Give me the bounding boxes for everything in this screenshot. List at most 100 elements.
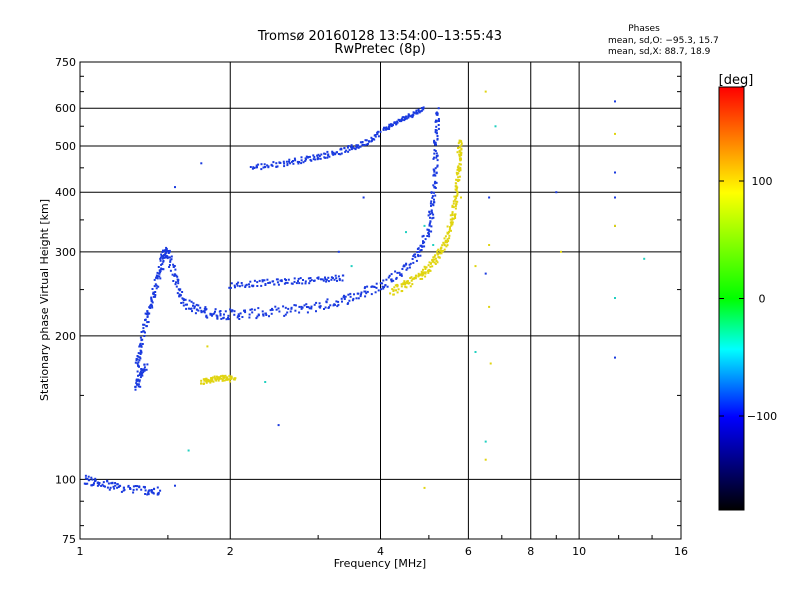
data-point [448,234,451,237]
data-point [257,307,260,310]
data-point [353,147,356,150]
data-point [450,224,453,227]
data-point [313,279,316,282]
data-point [102,485,105,488]
data-point [296,160,299,163]
data-point [406,282,409,284]
data-point [423,265,426,268]
data-point [179,294,182,297]
data-point [152,291,155,294]
data-point [474,351,477,353]
data-point [455,182,458,185]
data-point [200,311,203,314]
data-point [372,285,375,288]
data-point [415,259,418,262]
data-point [494,125,497,128]
data-point [414,256,417,259]
data-point [614,356,616,359]
data-point [155,287,158,290]
data-point [136,379,139,382]
data-point [289,310,292,313]
data-point [211,314,213,317]
data-point [139,385,142,388]
data-point [454,185,457,188]
data-point [195,308,198,311]
x-axis-ticks: 1 2 4 6 8 10 16 [77,535,688,558]
data-point [422,234,425,237]
data-point [187,449,190,452]
data-point [139,336,142,339]
data-point [433,149,436,152]
data-point [430,191,433,194]
data-point [248,313,251,316]
data-point [433,142,436,144]
data-point [104,485,106,488]
data-point [405,280,408,283]
data-point [212,313,215,316]
data-point [187,307,190,310]
data-point [393,122,396,125]
data-point [420,249,423,251]
data-point [434,180,437,183]
data-point [459,159,462,162]
data-point [392,293,395,296]
data-point [285,279,287,281]
data-point [148,306,151,309]
data-point [284,281,287,284]
data-point [400,120,403,123]
data-point [146,316,149,318]
data-point [297,280,299,283]
data-point [433,191,435,194]
data-point [419,278,422,280]
data-point [218,377,221,380]
data-point [300,307,303,310]
data-point [410,276,413,279]
data-point [154,294,157,296]
data-point [251,284,254,287]
data-point [334,274,337,277]
data-point [138,356,141,359]
data-point [327,280,330,283]
data-point [430,209,433,212]
data-point [142,330,145,333]
data-point [446,225,449,228]
data-point [429,265,432,268]
data-point [236,284,239,287]
data-point [277,307,280,310]
data-point [304,282,307,285]
data-point [387,276,390,279]
data-point [90,476,93,479]
data-point [236,316,239,319]
data-point [164,249,167,251]
data-point [298,161,301,163]
data-point [148,312,151,315]
data-point [430,230,433,233]
data-point [137,385,140,388]
data-point [428,210,431,213]
data-point [362,196,365,199]
data-point [431,196,434,199]
data-point [289,162,292,165]
data-point [455,197,458,200]
data-point [318,302,321,305]
data-point [433,201,436,204]
y-tick-label: 500 [55,140,76,153]
data-point [237,313,240,316]
data-point [312,154,315,157]
data-point [235,282,238,285]
data-point [229,380,232,383]
data-point [220,317,223,320]
data-point [430,225,433,228]
data-point [332,304,335,307]
data-point [322,279,325,282]
data-point [151,301,154,304]
data-point [307,306,310,309]
data-point [174,283,177,286]
data-point [435,155,438,157]
data-point [261,280,264,283]
data-point [192,302,195,305]
data-point [364,139,367,142]
data-point [305,303,308,306]
data-point [343,147,346,150]
data-point [359,295,362,298]
